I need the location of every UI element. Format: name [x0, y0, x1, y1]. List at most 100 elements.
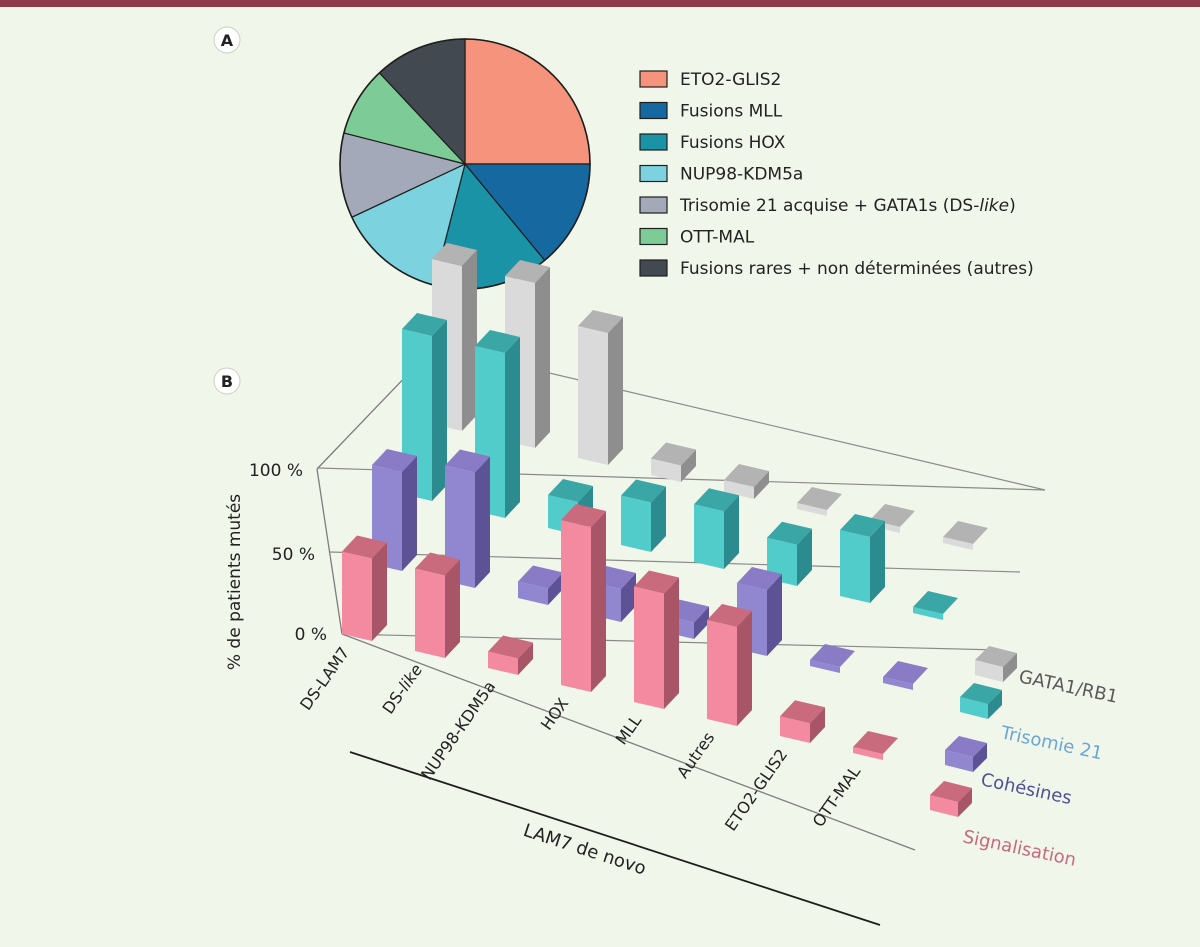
- category-label-3: NUP98-KDM5a: [417, 677, 499, 783]
- legend-swatch-4: [639, 164, 668, 183]
- bar-top: [707, 604, 752, 627]
- bar-top: [810, 644, 855, 667]
- panel-a-badge: A: [213, 26, 241, 54]
- bar-front: [853, 747, 883, 760]
- series-marker-front: [945, 750, 973, 772]
- x-axis-line: [341, 633, 916, 851]
- series-label-4: GATA1/RB1: [1017, 666, 1120, 707]
- bar-front: [488, 651, 518, 675]
- bar-top: [767, 521, 812, 545]
- bar-top: [780, 700, 825, 724]
- bar-side: [535, 267, 550, 448]
- bar-front: [943, 537, 973, 550]
- y-axis-line: [316, 468, 343, 635]
- bar-coh-sines-3: [518, 565, 563, 605]
- bar-coh-sines-2: [445, 449, 490, 588]
- series-marker-top: [945, 736, 987, 757]
- bar-side: [681, 449, 696, 482]
- bar-signalisation-7: [780, 700, 825, 743]
- bar-top: [561, 504, 606, 527]
- series-marker-side: [1003, 653, 1017, 682]
- bar-side: [608, 317, 623, 465]
- bar-side: [754, 471, 769, 499]
- bar-side: [767, 574, 782, 656]
- bar-gata1-rb1-3: [578, 310, 623, 465]
- series-marker-front: [960, 697, 988, 719]
- legend-label-4: NUP98-KDM5a: [680, 165, 803, 185]
- bar-gata1-rb1-4: [651, 442, 696, 482]
- bar-coh-sines-8: [883, 661, 928, 690]
- bar-side: [737, 611, 752, 726]
- category-label-1: DS-LAM7: [296, 643, 353, 713]
- bar-front: [445, 465, 475, 588]
- series-marker-top: [975, 646, 1017, 667]
- bar-top: [488, 635, 533, 659]
- bar-top: [475, 330, 520, 353]
- bar-front: [810, 660, 840, 673]
- bar-signalisation-6: [707, 604, 752, 726]
- series-marker-front: [975, 660, 1003, 682]
- panel-b-badge: B: [213, 367, 241, 395]
- bar-top: [797, 487, 842, 510]
- bar-top: [651, 442, 696, 466]
- pie-legend: ETO2-GLIS2 Fusions MLL Fusions HOX NUP98-KD…: [639, 70, 1034, 279]
- bar-top: [840, 514, 885, 537]
- bar-top: [913, 591, 958, 614]
- bar-gata1-rb1-6: [797, 487, 842, 516]
- bar-trisomie-21-7: [840, 514, 885, 603]
- bar-side: [621, 573, 636, 622]
- legend-swatch-2: [639, 101, 668, 120]
- bar-side: [402, 456, 417, 571]
- bar-front: [578, 326, 608, 465]
- bar-side: [432, 320, 447, 501]
- category-label-5: MLL: [612, 711, 646, 748]
- bar-signalisation-8: [853, 731, 898, 760]
- legend-swatch-3: [639, 133, 668, 151]
- bar-side: [694, 606, 709, 639]
- bar-front: [634, 586, 664, 709]
- legend-swatch-7: [639, 259, 668, 277]
- bar-side: [810, 707, 825, 743]
- category-label-7: ETO2-GLIS2: [721, 745, 791, 834]
- series-marker-2: [945, 736, 987, 772]
- legend-swatch-1: [639, 70, 668, 88]
- category-label-4: HOX: [537, 694, 572, 733]
- bar-front: [651, 458, 681, 482]
- pie-slice-1: [464, 38, 591, 165]
- bar-top: [518, 565, 563, 589]
- y-axis-title: % de patients mutés: [225, 494, 245, 670]
- y-tick-label-1: 0 %: [295, 625, 327, 645]
- bar-signalisation-3: [488, 635, 533, 675]
- series-marker-3: [960, 683, 1002, 719]
- legend-label-1: ETO2-GLIS2: [680, 70, 781, 90]
- bar-top: [342, 535, 387, 559]
- bar-signalisation-4: [561, 504, 606, 692]
- y-tick-label-2: 50 %: [272, 545, 315, 565]
- bar-top: [505, 260, 550, 283]
- bar-side: [548, 572, 563, 605]
- bar-side: [445, 559, 460, 658]
- bar-front: [561, 520, 591, 692]
- bar-top: [548, 479, 593, 502]
- bar-signalisation-1: [342, 535, 387, 641]
- bar-top: [943, 521, 988, 544]
- bar-top: [578, 310, 623, 333]
- bar-side: [372, 542, 387, 641]
- legend-label-3: Fusions HOX: [680, 133, 786, 153]
- legend-label-7: Fusions rares + non déterminées (autres): [680, 259, 1034, 279]
- panel-b-label: B: [221, 372, 233, 391]
- series-marker-side: [973, 743, 987, 772]
- series-marker-side: [988, 690, 1002, 719]
- series-marker-1: [930, 781, 972, 817]
- bar-top: [402, 313, 447, 336]
- bar-top: [445, 449, 490, 473]
- bar-top: [415, 552, 460, 576]
- bar-front: [518, 581, 548, 605]
- bar-side: [475, 456, 490, 588]
- bar-side: [664, 577, 679, 709]
- series-marker-top: [930, 781, 972, 802]
- bar-coh-sines-7: [810, 644, 855, 673]
- bar-top: [883, 661, 928, 684]
- bar-front: [694, 504, 724, 569]
